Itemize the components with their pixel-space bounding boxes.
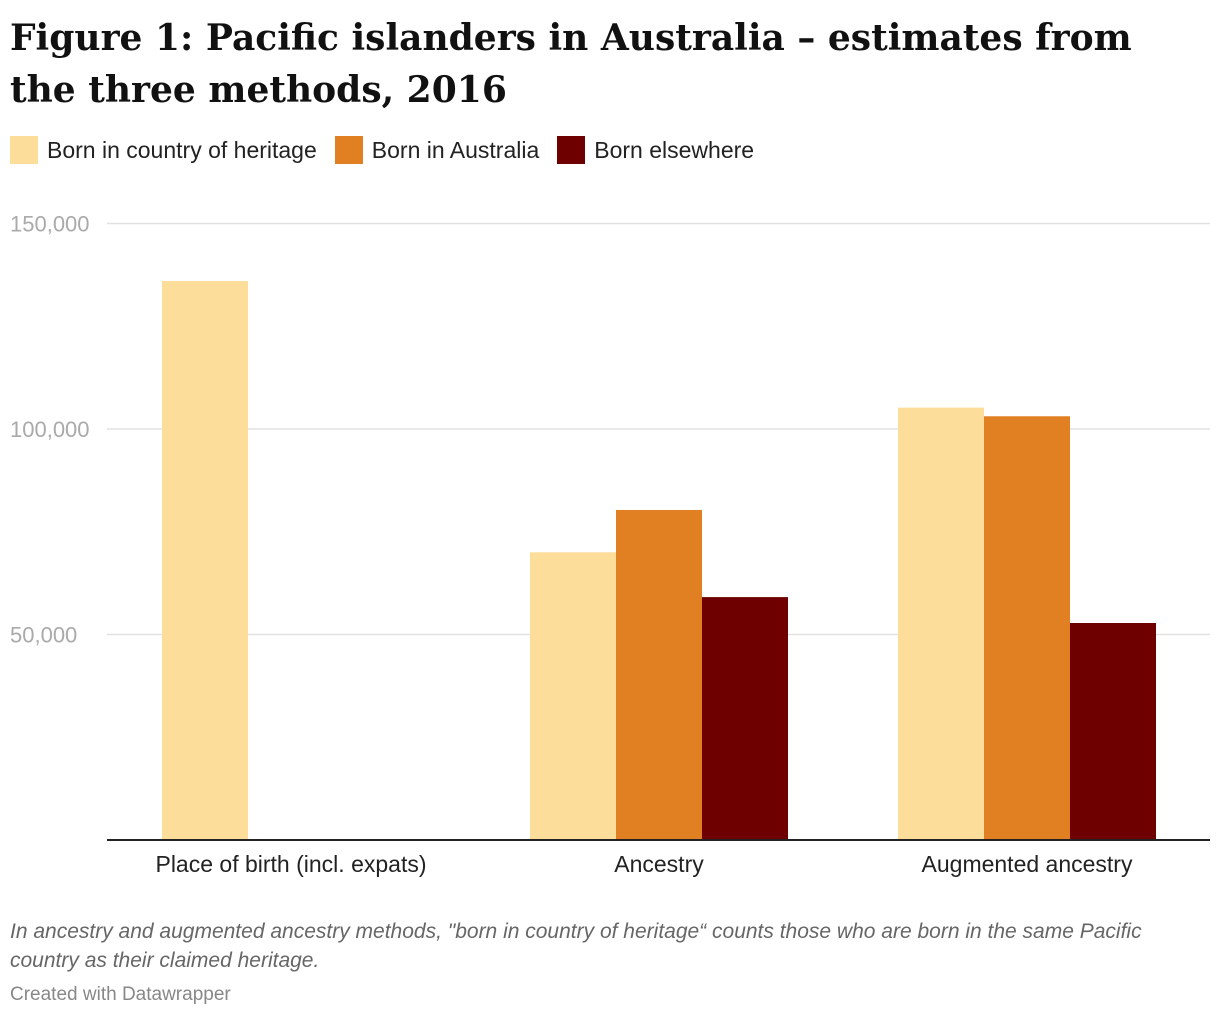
legend-swatch xyxy=(10,136,38,164)
bar xyxy=(984,416,1070,840)
bar xyxy=(162,281,248,840)
legend: Born in country of heritage Born in Aust… xyxy=(10,134,772,166)
y-tick-label: 150,000 xyxy=(10,212,90,237)
legend-item-born-in-australia: Born in Australia xyxy=(334,136,540,164)
bar-chart: 50,000 100,000 150,000 Place of birth (incl… xyxy=(10,212,1210,877)
bar xyxy=(530,552,616,840)
chart-footnote: In ancestry and augmented ancestry metho… xyxy=(10,920,1142,972)
chart-credit: Created with Datawrapper xyxy=(10,984,231,1005)
x-tick-label: Ancestry xyxy=(614,851,704,877)
legend-swatch xyxy=(334,136,363,164)
bar xyxy=(616,509,702,840)
bar xyxy=(1070,622,1156,840)
chart-title: Figure 1: Pacific islanders in Australia… xyxy=(10,17,1132,111)
legend-item-born-in-country-of-heritage: Born in country of heritage xyxy=(10,136,317,164)
legend-label: Born in country of heritage xyxy=(47,136,317,163)
legend-swatch xyxy=(557,136,586,164)
y-tick-label: 100,000 xyxy=(10,417,90,442)
legend-item-born-elsewhere: Born elsewhere xyxy=(557,136,754,164)
x-tick-label: Augmented ancestry xyxy=(922,851,1133,877)
y-tick-label: 50,000 xyxy=(10,623,77,648)
x-tick-label: Place of birth (incl. expats) xyxy=(155,851,426,877)
legend-label: Born in Australia xyxy=(371,136,540,163)
bar xyxy=(702,597,788,840)
legend-label: Born elsewhere xyxy=(594,136,755,163)
bar xyxy=(898,407,984,840)
